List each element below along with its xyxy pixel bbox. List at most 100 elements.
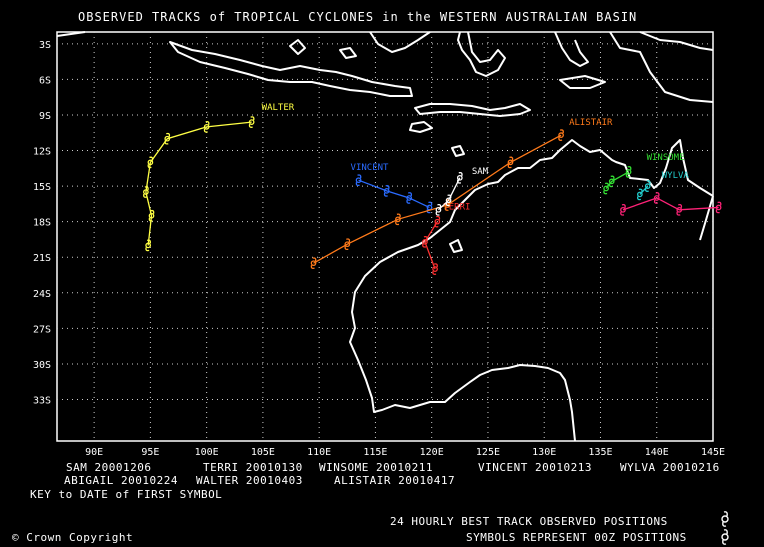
track-label-winsome: WINSOME [647, 153, 685, 163]
legend-terri: TERRI 20010130 [203, 461, 303, 474]
lon-tick-label: 145E [701, 447, 725, 458]
lat-tick-label: 12S [33, 147, 51, 158]
lat-tick-label: 15S [33, 182, 51, 193]
lat-tick-label: 30S [33, 360, 51, 371]
cyclone-position-symbol [603, 182, 609, 195]
track-winsome: WINSOME [603, 153, 685, 195]
track-label-terri: TERRI [443, 203, 470, 213]
australia-east-edge [699, 195, 714, 241]
lon-tick-label: 135E [588, 447, 612, 458]
cyclone-position-symbol [644, 180, 651, 192]
moluccas [554, 31, 589, 67]
sumatra-tip [56, 31, 86, 37]
track-walter: WALTER [143, 103, 295, 252]
lesser-sunda-islands [414, 103, 531, 117]
map-frame [56, 31, 714, 442]
legend-alistair: ALISTAIR 20010417 [334, 474, 456, 487]
cyclone-position-symbol [422, 235, 428, 248]
cyclone-position-symbol [676, 203, 683, 216]
island-a [289, 39, 306, 55]
cyclone-position-symbol [620, 203, 626, 216]
track-line [313, 134, 562, 264]
island-d [449, 239, 463, 253]
cyclone-position-symbol [310, 257, 317, 270]
track-line [438, 177, 461, 211]
lat-tick-label: 27S [33, 324, 51, 335]
cyclone-position-symbol [653, 192, 660, 204]
coastlines [56, 31, 714, 442]
copyright-notice: © Crown Copyright [12, 531, 134, 544]
lon-tick-label: 110E [307, 447, 331, 458]
track-sam: SAM [435, 167, 489, 216]
cyclone-position-symbol [395, 213, 401, 226]
cyclone-position-symbol [203, 121, 210, 133]
cyclone-position-symbol [432, 263, 438, 275]
sulawesi-coast [457, 31, 506, 77]
cyclone-position-symbol [145, 239, 151, 252]
cyclone-symbol-icon [721, 511, 729, 527]
cyclone-position-symbol [344, 238, 351, 251]
legend-sam: SAM 20001206 [66, 461, 152, 474]
borneo-coast [369, 31, 431, 53]
lat-tick-label: 21S [33, 253, 51, 264]
legend-walter: WALTER 20010403 [196, 474, 303, 487]
lon-tick-label: 115E [363, 447, 387, 458]
cyclone-position-symbol [248, 116, 255, 128]
cyclone-position-symbol [456, 171, 463, 184]
track-line [424, 221, 438, 270]
track-vincent: VINCENT [351, 163, 433, 214]
track-abigail [620, 192, 722, 216]
cyclone-position-symbol [143, 186, 149, 198]
cyclone-tracks: WALTER VINCENT TERRI ALISTAIR SAM WINSOME WYLV… [143, 103, 722, 275]
lon-tick-label: 100E [195, 447, 219, 458]
legend-key-note: KEY to DATE of FIRST SYMBOL [30, 488, 223, 501]
lat-tick-label: 9S [39, 111, 51, 122]
legend-vincent: VINCENT 20010213 [478, 461, 592, 474]
map-title: OBSERVED TRACKS of TROPICAL CYCLONES in … [78, 10, 638, 24]
lat-tick-label: 18S [33, 218, 51, 229]
track-label-vincent: VINCENT [351, 163, 390, 173]
track-terri: TERRI [422, 203, 470, 275]
lon-tick-label: 105E [251, 447, 275, 458]
grid-lines [57, 32, 713, 441]
lon-tick-label: 125E [476, 447, 500, 458]
cyclone-position-symbol [507, 156, 514, 169]
cyclone-position-symbol [355, 174, 362, 187]
lon-tick-label: 90E [85, 447, 103, 458]
track-line [358, 179, 430, 209]
track-label-wylva: WYLVA [662, 171, 690, 181]
cyclone-position-symbol [445, 194, 452, 207]
track-label-sam: SAM [472, 167, 489, 177]
timor-coast [409, 121, 433, 133]
axis-labels: 3S 6S 9S 12S 15S 18S 21S 24S 27S 30S 33S 90E 95E 100E… [33, 40, 725, 458]
new-guinea-north [639, 31, 714, 51]
island-c [451, 145, 465, 157]
track-line [145, 121, 252, 246]
australia-coast [349, 139, 714, 442]
footer-observed-positions: 24 HOURLY BEST TRACK OBSERVED POSITIONS [390, 515, 668, 528]
lat-tick-label: 24S [33, 289, 51, 300]
legend-wylva: WYLVA 20010216 [620, 461, 720, 474]
cyclone-position-symbol [406, 192, 413, 204]
java-coast [169, 41, 413, 97]
track-wylva: WYLVA [637, 171, 690, 201]
island-b [339, 47, 357, 59]
cyclone-position-symbol [148, 209, 155, 222]
cyclone-position-symbol [147, 156, 154, 169]
legend-abigail: ABIGAIL 20010224 [64, 474, 178, 487]
copyright-icon: © [12, 531, 20, 544]
cyclone-symbol-icon-2 [721, 529, 729, 545]
footer-symbols-note: SYMBOLS REPRESENT 00Z POSITIONS [466, 531, 687, 544]
cyclone-position-symbol [558, 129, 564, 141]
cyclone-position-symbol [625, 166, 632, 178]
cyclone-position-symbol [715, 201, 722, 214]
lon-tick-label: 120E [420, 447, 444, 458]
cyclone-position-symbol [435, 203, 442, 216]
track-label-walter: WALTER [262, 103, 295, 113]
lon-tick-label: 130E [532, 447, 556, 458]
cyclone-position-symbol [164, 132, 171, 145]
cyclone-position-symbol [637, 188, 643, 201]
cyclone-position-symbol [434, 215, 441, 228]
seram [559, 75, 606, 89]
